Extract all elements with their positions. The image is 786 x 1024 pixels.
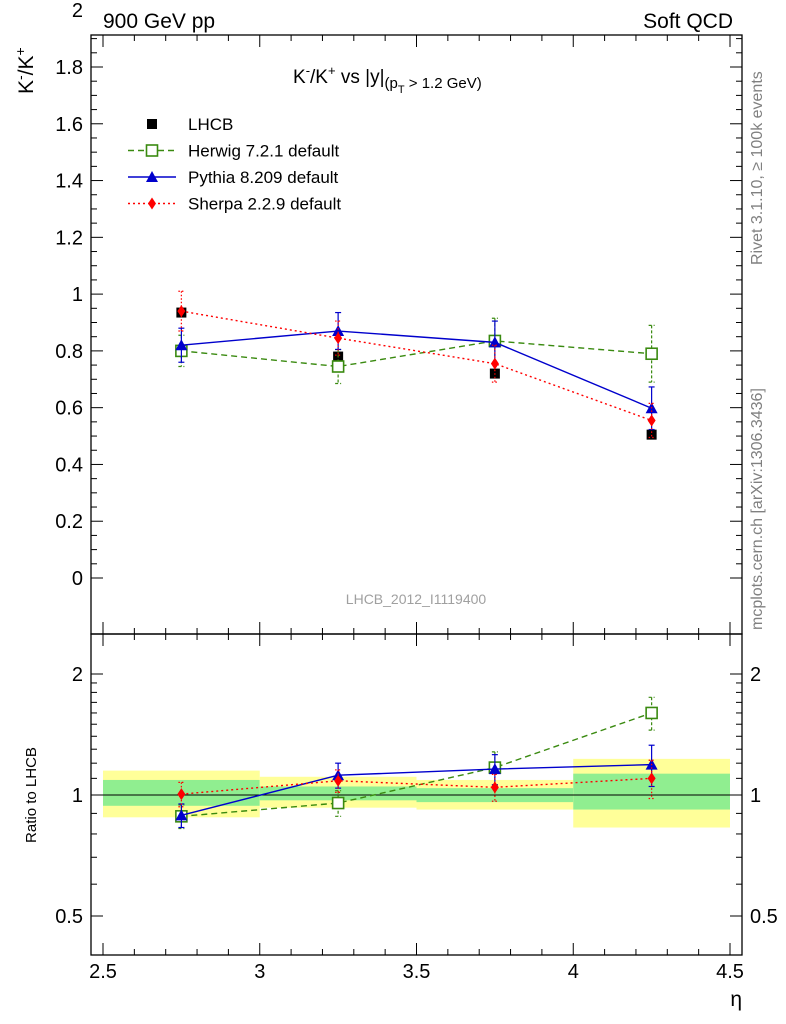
- x-tick-label: 2.5: [89, 961, 117, 983]
- main-y-tick-label: 1.4: [55, 171, 83, 193]
- ratio-error-bar: [648, 759, 655, 800]
- legend-marker: [145, 144, 159, 157]
- ratio-data-point: [645, 706, 658, 720]
- ratio-data-point: [334, 774, 343, 787]
- ratio-y-tick-label-left: 0.5: [55, 906, 83, 928]
- ratio-error-bar: [178, 781, 185, 808]
- main-y-tick-label: 2: [72, 0, 83, 22]
- ratio-data-point: [490, 781, 499, 794]
- main-data-point: [490, 357, 499, 370]
- chart-title: K-/K+ vs |y|(pT > 1.2 GeV): [293, 63, 482, 96]
- ratio-y-tick-label-left: 2: [72, 664, 83, 686]
- main-series-line: [181, 310, 652, 422]
- x-tick-label: 4: [568, 961, 579, 983]
- ratio-y-tick-label-left: 1: [72, 785, 83, 807]
- main-y-tick-label: 0.8: [55, 341, 83, 363]
- ratio-series-line: [181, 763, 652, 817]
- ratio-data-point: [488, 763, 501, 775]
- main-data-point: [177, 305, 186, 318]
- legend-label: Sherpa 2.2.9 default: [188, 195, 341, 214]
- header-right-label: Soft QCD: [643, 10, 733, 33]
- ratio-data-point: [647, 772, 656, 785]
- main-y-tick-label: 1.8: [55, 57, 83, 79]
- main-data-point: [645, 347, 658, 361]
- main-series-line: [181, 340, 652, 368]
- main-error-bar: [335, 320, 342, 356]
- main-y-tick-label: 1.2: [55, 227, 83, 249]
- ratio-y-tick-label-right: 1: [750, 785, 761, 807]
- ratio-data-point: [177, 788, 186, 801]
- x-axis-label: η: [730, 988, 742, 1011]
- main-error-bar: [648, 324, 655, 383]
- main-data-point: [646, 429, 657, 440]
- ratio-error-bar: [491, 773, 498, 802]
- ratio-data-point: [175, 809, 188, 821]
- main-ylabel: K-/K+: [12, 47, 38, 94]
- ratio-y-tick-label-right: 2: [750, 664, 761, 686]
- main-data-point: [332, 325, 345, 337]
- legend-marker: [146, 171, 158, 182]
- header-left-label: 900 GeV pp: [103, 10, 215, 33]
- legend-marker: [147, 119, 157, 129]
- x-tick-label: 3.5: [403, 961, 431, 983]
- main-data-point: [647, 414, 656, 427]
- x-tick-label: 3: [254, 961, 265, 983]
- rivet-label: Rivet 3.1.10, ≥ 100k events: [749, 71, 766, 265]
- x-tick-label: 4.5: [716, 961, 744, 983]
- ratio-series-line: [181, 777, 652, 795]
- mcplots-label: mcplots.cern.ch [arXiv:1306.3436]: [749, 388, 766, 630]
- legend-label: Herwig 7.2.1 default: [188, 142, 339, 161]
- ratio-data-point: [331, 796, 345, 810]
- main-y-tick-label: 1: [72, 284, 83, 306]
- watermark-label: LHCB_2012_I1119400: [346, 591, 487, 607]
- main-data-point: [334, 332, 343, 345]
- main-y-tick-label: 0: [72, 568, 83, 590]
- main-y-tick-label: 0.2: [55, 511, 83, 533]
- main-data-point: [331, 360, 345, 373]
- main-error-bar: [648, 402, 655, 439]
- main-y-tick-label: 1.6: [55, 114, 83, 136]
- main-data-point: [175, 339, 188, 351]
- legend-marker: [148, 197, 156, 210]
- ratio-y-tick-label-right: 0.5: [750, 906, 778, 928]
- ratio-series-line: [181, 712, 652, 818]
- legend-label: LHCB: [188, 115, 233, 134]
- main-y-tick-label: 0.4: [55, 454, 83, 476]
- ratio-ylabel: Ratio to LHCB: [23, 747, 40, 843]
- legend-label: Pythia 8.209 default: [188, 168, 339, 187]
- main-series-line: [181, 330, 652, 409]
- main-error-bar: [178, 290, 185, 332]
- main-y-tick-label: 0.6: [55, 398, 83, 420]
